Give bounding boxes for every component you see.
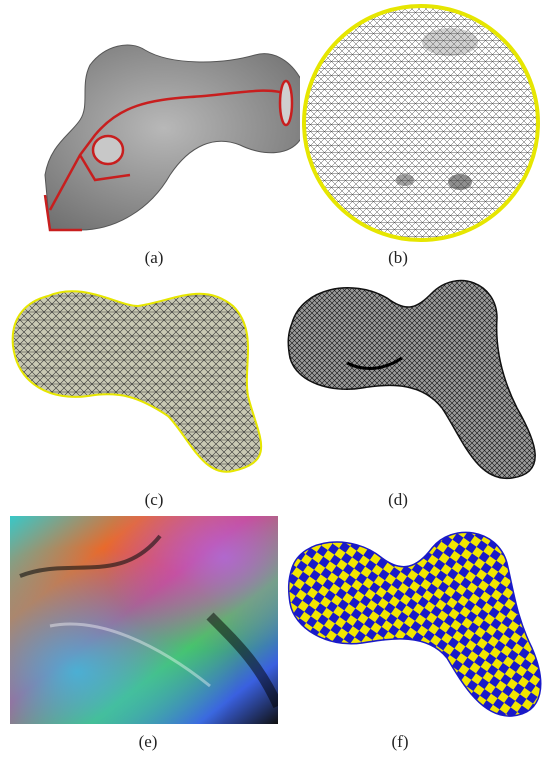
panel-c-image xyxy=(8,276,278,486)
panel-a-image xyxy=(20,25,300,240)
cut-path xyxy=(48,89,289,211)
panel-e-image xyxy=(10,516,278,724)
femur-mesh-dark xyxy=(287,279,536,479)
caption-e: (e) xyxy=(138,732,158,751)
femur-mesh-yellow xyxy=(11,290,263,473)
caption-c: (c) xyxy=(144,490,164,509)
cut-loop-head xyxy=(278,79,294,127)
cut-loop xyxy=(91,134,125,166)
caption-a: (a) xyxy=(144,248,164,267)
panel-b-image xyxy=(300,2,542,244)
caption-b: (b) xyxy=(388,248,408,267)
caption-d: (d) xyxy=(388,490,408,509)
caption-f: (f) xyxy=(391,732,409,751)
femur-surface xyxy=(44,44,300,231)
panel-f-image xyxy=(282,518,550,723)
femur-checkerboard xyxy=(287,531,542,717)
panel-d-image xyxy=(282,268,550,488)
disk-mesh xyxy=(302,4,540,242)
